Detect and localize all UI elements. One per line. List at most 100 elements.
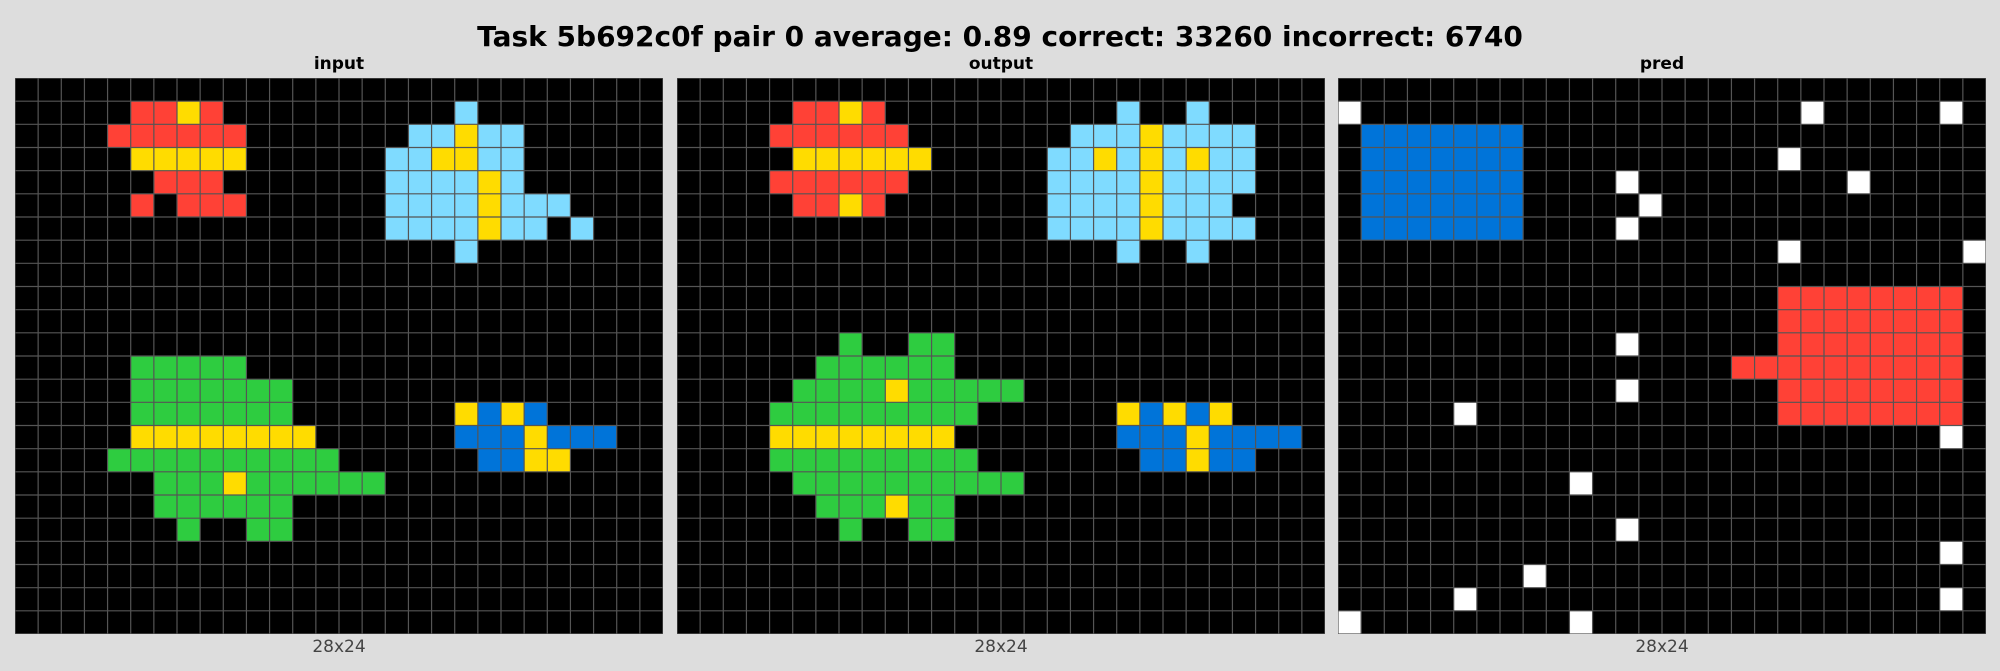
grid-cell — [792, 193, 816, 217]
grid-cell — [1870, 309, 1894, 333]
grid-cell — [862, 193, 886, 217]
grid-cell — [1847, 332, 1871, 356]
grid-cell — [977, 471, 1001, 495]
grid-cell — [292, 425, 316, 449]
grid-cell — [769, 448, 793, 472]
grid-cell — [200, 425, 224, 449]
grid-cell — [1777, 309, 1801, 333]
grid-cell — [908, 147, 932, 171]
grid-cell — [1163, 448, 1187, 472]
grid-cell — [1186, 448, 1210, 472]
grid-cell — [153, 448, 177, 472]
grid-cell — [1186, 217, 1210, 241]
grid-cell — [908, 448, 932, 472]
grid-cell — [1847, 379, 1871, 403]
grid-cell — [1939, 402, 1963, 426]
grid-cell — [931, 425, 955, 449]
grid-cell — [292, 448, 316, 472]
grid-cell — [839, 471, 863, 495]
grid-cell — [177, 518, 201, 542]
grid-cell — [1407, 170, 1431, 194]
grid-cell — [1615, 332, 1639, 356]
grid-cell — [130, 402, 154, 426]
grid-cell — [1384, 217, 1408, 241]
grid-cell — [200, 471, 224, 495]
grid-cell — [862, 471, 886, 495]
grid-cell — [1407, 217, 1431, 241]
grid-cell — [177, 448, 201, 472]
grid-cell — [1209, 217, 1233, 241]
grid-cell — [246, 448, 270, 472]
grid-cell — [1939, 587, 1963, 611]
grid-cell — [315, 448, 339, 472]
grid-cell — [1777, 147, 1801, 171]
grid-cell — [200, 101, 224, 125]
grid-cell — [1384, 147, 1408, 171]
grid-cell — [1384, 124, 1408, 148]
grid-cell — [177, 495, 201, 519]
grid-cell — [1186, 193, 1210, 217]
grid-cell — [1047, 170, 1071, 194]
grid-cell — [431, 170, 455, 194]
grid-cell — [908, 332, 932, 356]
grid-cell — [269, 425, 293, 449]
grid-cell — [839, 170, 863, 194]
grid-cell — [570, 217, 594, 241]
grid-cell — [1163, 193, 1187, 217]
grid-cell — [815, 471, 839, 495]
grid-cell — [177, 170, 201, 194]
grid-cell — [1232, 147, 1256, 171]
grid-cell — [315, 471, 339, 495]
output-size-label: 28x24 — [974, 637, 1028, 657]
grid-cell — [1824, 309, 1848, 333]
grid-cell — [223, 356, 247, 380]
grid-cell — [908, 518, 932, 542]
grid-cell — [1232, 448, 1256, 472]
grid-cell — [1232, 425, 1256, 449]
grid-cell — [815, 193, 839, 217]
grid-cell — [1163, 425, 1187, 449]
grid-cell — [200, 124, 224, 148]
grid-cell — [931, 402, 955, 426]
grid-cell — [908, 471, 932, 495]
grid-cell — [431, 217, 455, 241]
grid-cell — [839, 518, 863, 542]
grid-cell — [1500, 217, 1524, 241]
grid-cell — [1453, 587, 1477, 611]
grid-cell — [1824, 402, 1848, 426]
grid-cell — [454, 402, 478, 426]
grid-cell — [246, 379, 270, 403]
grid-cell — [1870, 332, 1894, 356]
grid-cell — [1777, 286, 1801, 310]
grid-cell — [1186, 101, 1210, 125]
grid-cell — [839, 495, 863, 519]
grid-cell — [385, 193, 409, 217]
grid-cell — [1209, 147, 1233, 171]
grid-cell — [177, 425, 201, 449]
grid-cell — [1847, 402, 1871, 426]
grid-cell — [1047, 193, 1071, 217]
grid-cell — [501, 448, 525, 472]
grid-cell — [153, 379, 177, 403]
grid-cell — [501, 193, 525, 217]
grid-cell — [200, 402, 224, 426]
grid-cell — [246, 425, 270, 449]
grid-cell — [1777, 402, 1801, 426]
grid-cell — [1186, 170, 1210, 194]
grid-cell — [1847, 309, 1871, 333]
grid-cell — [246, 518, 270, 542]
grid-cell — [862, 124, 886, 148]
grid-cell — [1615, 217, 1639, 241]
grid-cell — [1800, 101, 1824, 125]
grid-cell — [977, 379, 1001, 403]
grid-cell — [862, 495, 886, 519]
grid-cell — [885, 402, 909, 426]
grid-cell — [177, 147, 201, 171]
grid-cell — [815, 170, 839, 194]
grid-cell — [1824, 356, 1848, 380]
grid-cell — [223, 471, 247, 495]
grid-cell — [223, 193, 247, 217]
grid-cell — [570, 425, 594, 449]
grid-cell — [477, 170, 501, 194]
grid-cell — [177, 193, 201, 217]
